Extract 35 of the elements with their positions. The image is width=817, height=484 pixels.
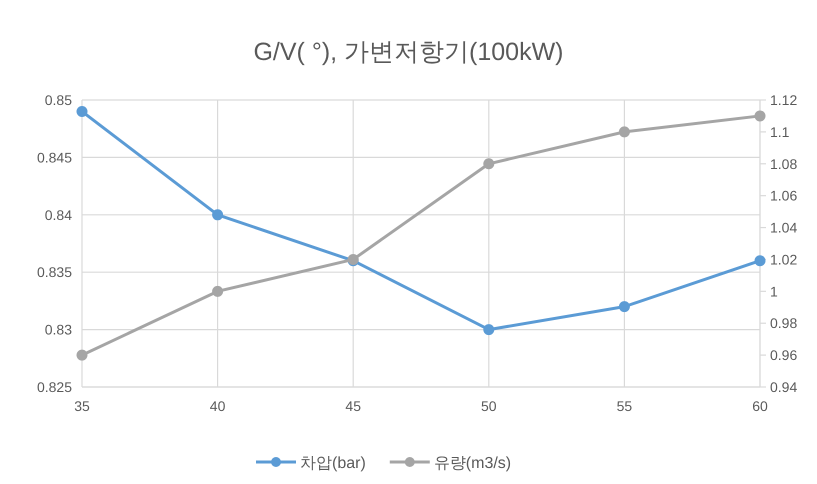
- y-tick-label: 0.85: [44, 92, 72, 108]
- y2-tick-label: 0.98: [770, 315, 798, 332]
- point: [76, 106, 88, 117]
- x-tick-label: 55: [616, 398, 632, 414]
- x-tick-label: 60: [752, 398, 768, 414]
- y2-tick-label: 0.94: [770, 379, 798, 395]
- chart-title: G/V( °), 가변저항기(100kW): [253, 38, 564, 66]
- x-tick-label: 45: [345, 398, 362, 414]
- y2-tick-label: 1.12: [770, 92, 798, 108]
- legend-label: 유량(m3/s): [434, 455, 512, 472]
- y2-tick-label: 0.96: [770, 347, 798, 364]
- y2-tick-label: 1.06: [770, 188, 798, 204]
- y-tick-label: 0.835: [36, 264, 72, 280]
- x-tick-label: 35: [74, 398, 90, 414]
- legend-label: 차압(bar): [300, 455, 366, 472]
- y2-tick-label: 1.02: [770, 251, 798, 268]
- y-tick-label: 0.845: [36, 149, 72, 166]
- point: [76, 350, 88, 361]
- y-tick-label: 0.84: [44, 206, 72, 223]
- point: [754, 110, 766, 122]
- x-tick-label: 50: [481, 398, 497, 414]
- y2-tick-label: 1.08: [770, 156, 798, 172]
- point: [212, 209, 224, 220]
- point: [618, 301, 630, 312]
- y-tick-label: 0.83: [44, 322, 72, 338]
- point: [483, 324, 494, 336]
- x-tick-label: 40: [210, 398, 226, 414]
- point: [212, 286, 224, 297]
- y2-tick-label: 1.04: [770, 220, 798, 236]
- y2-tick-label: 1: [770, 283, 778, 300]
- y-tick-label: 0.825: [36, 379, 72, 395]
- point: [618, 126, 630, 138]
- y2-tick-label: 1.1: [770, 124, 790, 140]
- point: [754, 255, 766, 266]
- point: [483, 158, 494, 170]
